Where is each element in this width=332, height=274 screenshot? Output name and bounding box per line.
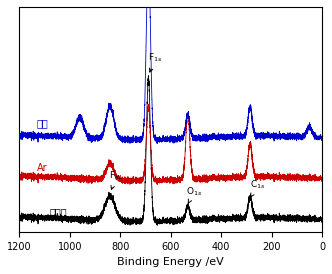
Text: O$_{1s}$: O$_{1s}$ <box>186 185 203 203</box>
Text: F$_{1s}$: F$_{1s}$ <box>148 51 163 72</box>
Text: Ar: Ar <box>37 163 47 173</box>
Text: 空气: 空气 <box>37 118 49 129</box>
X-axis label: Binding Energy /eV: Binding Energy /eV <box>117 257 224 267</box>
Text: 原始样: 原始样 <box>49 207 67 217</box>
Text: C$_{1s}$: C$_{1s}$ <box>250 179 266 197</box>
Text: F$_{KL}$: F$_{KL}$ <box>109 170 124 189</box>
